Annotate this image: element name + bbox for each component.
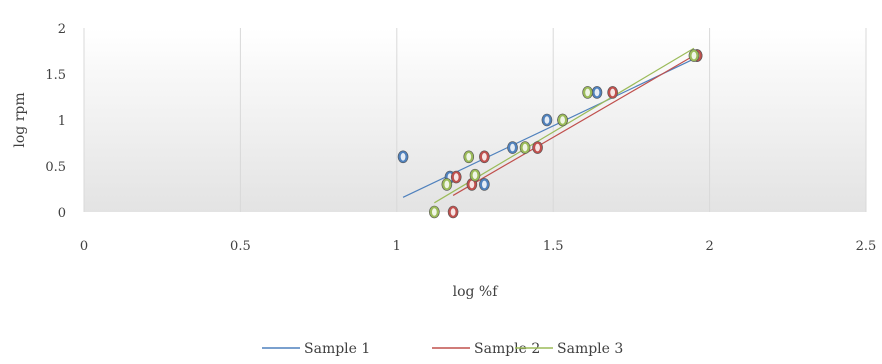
data-points [397, 49, 703, 219]
data-point-highlight [472, 171, 478, 179]
data-point [507, 141, 518, 154]
legend-item: Sample 1 [262, 341, 370, 357]
data-point-highlight [481, 180, 487, 189]
x-tick-label: 2 [705, 239, 713, 254]
x-tick-label: 1.5 [543, 239, 564, 254]
data-point-highlight [466, 153, 472, 161]
y-tick-label: 1.5 [45, 68, 66, 83]
data-point [441, 178, 453, 191]
legend-item: Sample 2 [432, 341, 540, 357]
data-point [688, 49, 700, 62]
data-point [591, 86, 603, 99]
data-point-highlight [431, 208, 437, 216]
data-point-highlight [585, 88, 591, 97]
data-point-highlight [535, 143, 540, 152]
y-tick-label: 2 [58, 22, 66, 37]
legend-label: Sample 1 [304, 341, 370, 357]
data-point-highlight [560, 116, 565, 124]
data-point [479, 178, 490, 191]
legend-item: Sample 3 [515, 341, 623, 357]
data-point [450, 170, 462, 184]
data-point [607, 86, 618, 99]
data-point-highlight [481, 153, 487, 161]
grid-lines [83, 28, 867, 212]
data-point-highlight [453, 173, 459, 181]
data-point-highlight [510, 143, 515, 152]
data-point [397, 150, 409, 164]
data-point [532, 141, 543, 154]
data-point [463, 150, 475, 164]
x-tick-label: 1 [393, 239, 401, 254]
data-point [479, 150, 490, 164]
data-point [541, 113, 553, 127]
data-point-highlight [522, 143, 528, 152]
data-point-highlight [469, 180, 475, 189]
data-point-highlight [544, 116, 550, 124]
data-point-highlight [610, 88, 616, 97]
y-tick-label: 1 [58, 114, 66, 129]
data-point [557, 113, 568, 127]
data-point-highlight [400, 153, 406, 161]
x-tick-label: 0 [80, 239, 88, 254]
trendline [452, 53, 698, 196]
data-point-highlight [444, 180, 450, 189]
legend-label: Sample 3 [557, 341, 623, 357]
data-point [429, 205, 440, 219]
y-axis-title: log rpm [12, 92, 28, 147]
x-tick-label: 2.5 [856, 239, 877, 254]
y-tick-label: 0 [58, 206, 66, 221]
x-tick-label: 0.5 [230, 239, 251, 254]
x-axis-ticks: 0 0.5 1 1.5 2 2.5 [80, 239, 876, 254]
data-point [519, 141, 531, 154]
x-axis-title: log %f [453, 284, 500, 300]
y-tick-label: 0.5 [45, 160, 66, 175]
data-point [447, 205, 459, 219]
y-axis-ticks: 0 0.5 1 1.5 2 [45, 22, 66, 221]
data-point [469, 168, 481, 182]
data-point-highlight [594, 88, 600, 97]
legend-label: Sample 2 [474, 341, 540, 357]
data-point [582, 86, 593, 99]
data-point-highlight [691, 51, 697, 60]
data-point-highlight [450, 208, 456, 216]
legend: Sample 1 Sample 2 Sample 3 [262, 341, 623, 357]
